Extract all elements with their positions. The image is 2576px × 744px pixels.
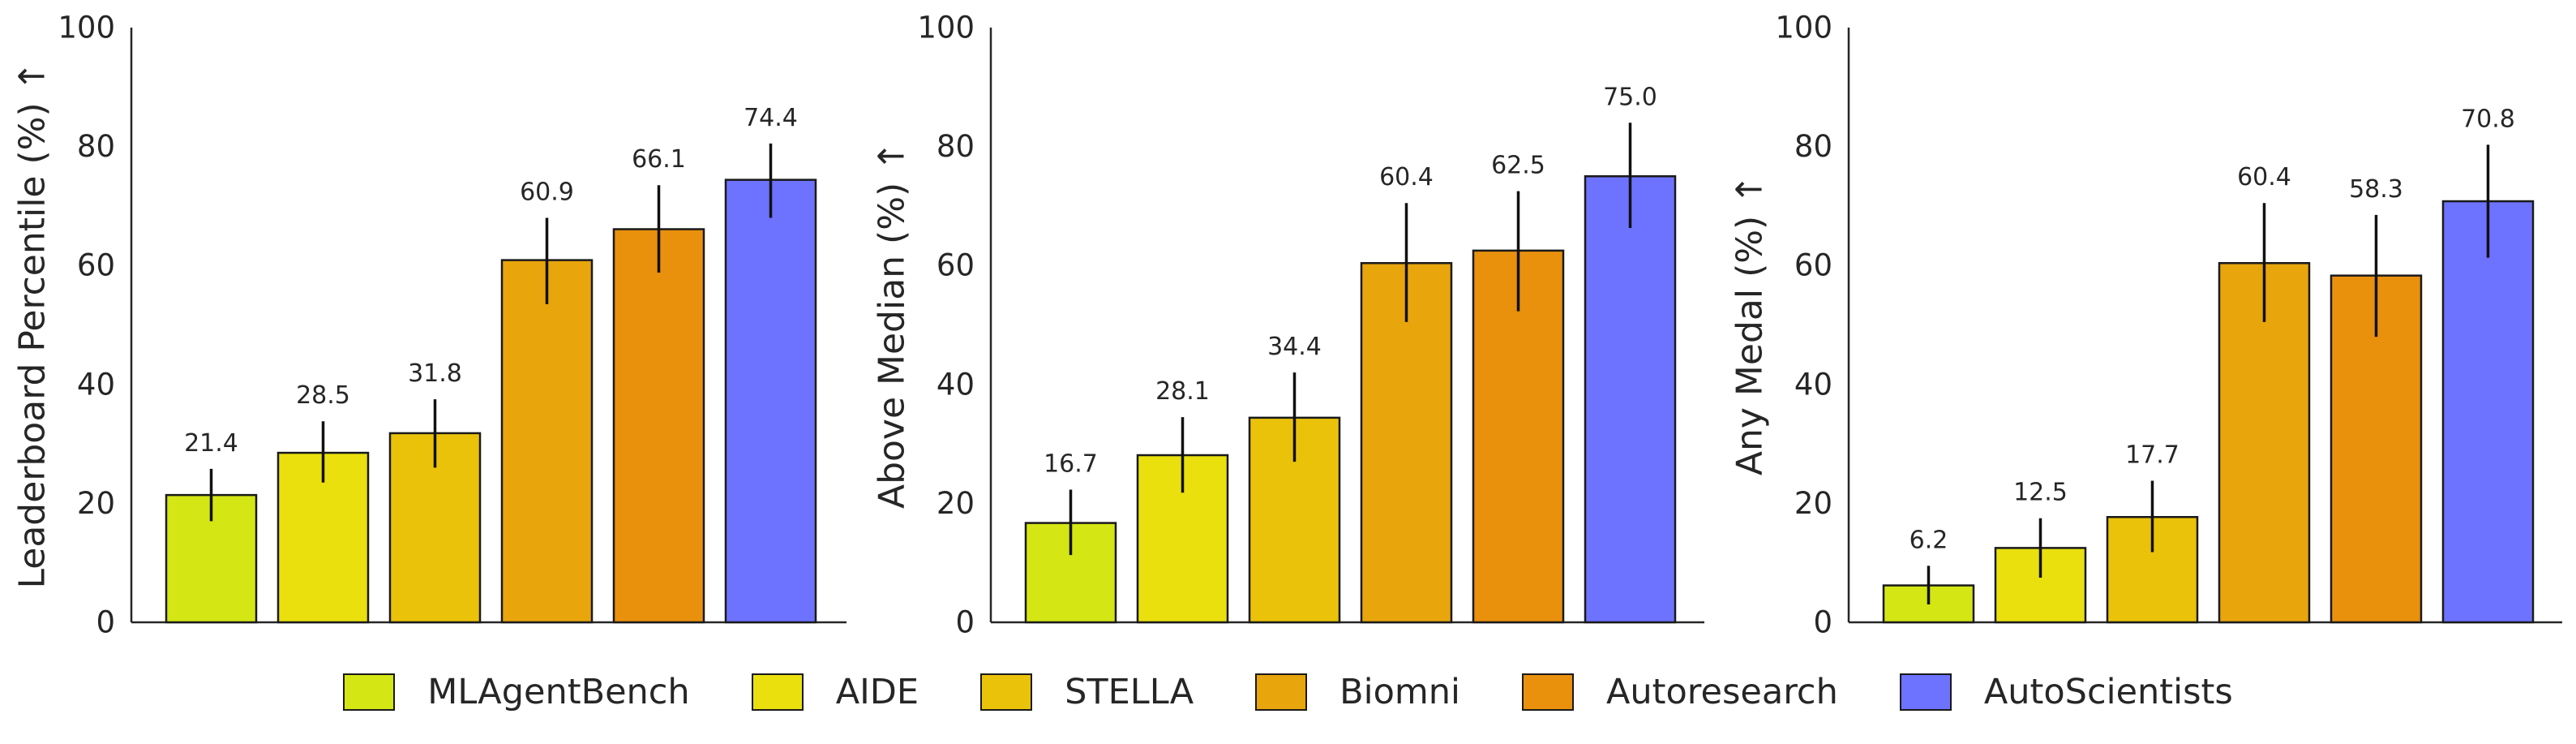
y-tick-label: 20 xyxy=(937,486,975,521)
y-tick-label: 80 xyxy=(1794,129,1832,164)
bar-biomni xyxy=(500,259,594,624)
legend-swatch xyxy=(980,673,1033,711)
legend-swatch xyxy=(1521,673,1574,711)
legend-item-biomni: Biomni xyxy=(1255,672,1460,712)
legend-label: MLAgentBench xyxy=(427,672,690,712)
y-tick-label: 0 xyxy=(955,605,975,640)
y-tick-label: 0 xyxy=(96,605,115,640)
legend-label: Biomni xyxy=(1339,672,1460,712)
value-label: 17.7 xyxy=(2125,441,2180,470)
legend-swatch xyxy=(1255,673,1308,711)
value-label: 58.3 xyxy=(2349,175,2403,204)
y-tick-label: 80 xyxy=(77,129,115,164)
y-tick-label: 80 xyxy=(937,129,975,164)
value-label: 31.8 xyxy=(408,359,462,388)
value-label: 16.7 xyxy=(1044,450,1098,479)
value-label: 28.5 xyxy=(296,381,350,410)
value-label: 66.1 xyxy=(632,145,686,174)
legend-item-autoscientists: AutoScientists xyxy=(1899,672,2233,712)
value-label: 12.5 xyxy=(2013,479,2068,507)
y-tick-label: 20 xyxy=(1794,486,1832,521)
value-label: 60.4 xyxy=(2237,163,2291,191)
legend-label: AIDE xyxy=(835,672,919,712)
legend-label: Autoresearch xyxy=(1605,672,1838,712)
value-label: 74.4 xyxy=(744,104,798,132)
value-label: 75.0 xyxy=(1603,83,1657,111)
legend: MLAgentBench AIDE STELLA Biomni Autoresearch… xyxy=(0,664,2576,720)
bar-autoscientists xyxy=(724,178,817,624)
y-axis-label: Above Median (%) ↑ xyxy=(872,141,913,509)
legend-label: AutoScientists xyxy=(1983,672,2233,712)
legend-swatch xyxy=(343,673,396,711)
bar-autoresearch xyxy=(612,228,705,624)
value-label: 62.5 xyxy=(1491,152,1545,180)
legend-item-autoresearch: Autoresearch xyxy=(1521,672,1838,712)
y-tick-label: 60 xyxy=(1794,248,1832,283)
bar-autoscientists xyxy=(1584,175,1677,624)
y-tick-label: 0 xyxy=(1813,605,1832,640)
value-label: 28.1 xyxy=(1155,377,1210,406)
y-axis-label: Any Medal (%) ↑ xyxy=(1729,174,1771,475)
y-tick-label: 100 xyxy=(58,11,115,45)
y-axis-label: Leaderboard Percentile (%) ↑ xyxy=(12,62,54,589)
bar-autoscientists xyxy=(2441,200,2535,624)
legend-item-stella: STELLA xyxy=(980,672,1194,712)
value-label: 21.4 xyxy=(184,429,238,458)
bar-biomni xyxy=(1360,262,1453,624)
y-tick-label: 40 xyxy=(937,367,975,402)
chart-panel-3: 0 20 40 60 80 100 Any Medal (%) ↑ 6.2 12.5 17.7 60… xyxy=(1729,11,2562,640)
value-label: 34.4 xyxy=(1267,333,1322,361)
legend-item-aide: AIDE xyxy=(751,672,919,712)
legend-swatch xyxy=(1899,673,1952,711)
legend-label: STELLA xyxy=(1065,672,1194,712)
bar-autoresearch xyxy=(1472,249,1565,624)
legend-swatch xyxy=(751,673,804,711)
value-label: 60.9 xyxy=(520,178,574,207)
chart-panel-2: 0 20 40 60 80 100 Above Median (%) ↑ 16.7 28.1 34… xyxy=(872,11,1704,640)
y-tick-label: 40 xyxy=(77,367,115,402)
y-tick-label: 40 xyxy=(1794,367,1832,402)
y-tick-label: 60 xyxy=(77,248,115,283)
y-tick-label: 20 xyxy=(77,486,115,521)
y-tick-label: 100 xyxy=(917,11,975,45)
value-label: 70.8 xyxy=(2461,105,2515,133)
y-tick-label: 60 xyxy=(937,248,975,283)
legend-item-mlagentbench: MLAgentBench xyxy=(343,672,690,712)
value-label: 60.4 xyxy=(1379,163,1434,191)
y-tick-label: 100 xyxy=(1775,11,1832,45)
value-label: 6.2 xyxy=(1909,526,1948,554)
